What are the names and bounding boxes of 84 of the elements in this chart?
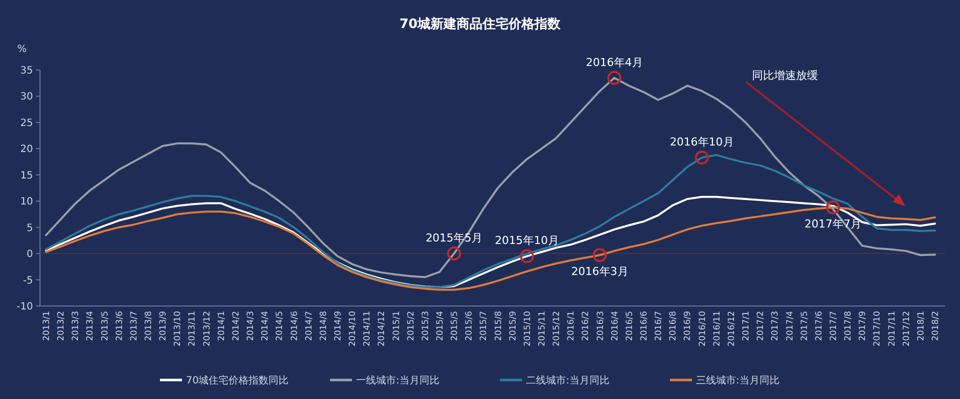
- x-tick-label: 2014/3: [246, 311, 256, 341]
- x-tick-label: 2016/5: [624, 311, 635, 341]
- x-tick-label: 2014/2: [231, 311, 242, 341]
- y-tick-label: 30: [20, 92, 33, 103]
- x-tick-label: 2018/2: [931, 311, 941, 341]
- annotation: 2016年10月: [670, 136, 734, 149]
- x-tick-label: 2014/8: [318, 311, 329, 341]
- legend-label: 70城住宅价格指数同比: [186, 374, 289, 386]
- y-tick-label: 35: [20, 66, 33, 76]
- x-tick-label: 2013/3: [71, 311, 82, 341]
- x-tick-label: 2015/12: [552, 311, 562, 346]
- x-tick-label: 2017/4: [785, 311, 796, 341]
- x-tick-label: 2014/10: [348, 311, 358, 346]
- x-tick-label: 2014/4: [260, 311, 271, 341]
- x-tick-label: 2017/12: [902, 311, 912, 346]
- x-tick-label: 2013/10: [173, 311, 184, 346]
- x-tick-label: 2015/5: [450, 311, 460, 341]
- x-tick-label: 2016/6: [640, 311, 650, 341]
- x-tick-label: 2017/6: [814, 311, 824, 341]
- x-tick-label: 2015/4: [435, 311, 446, 341]
- x-tick-label: 2013/9: [158, 311, 169, 341]
- x-tick-label: 2017/7: [828, 311, 839, 341]
- x-tick-label: 2017/5: [800, 311, 810, 341]
- x-tick-label: 2016/2: [581, 311, 592, 341]
- annotation: 2015年5月: [426, 232, 483, 245]
- x-tick-label: 2015/6: [464, 311, 475, 341]
- y-tick-label: 10: [20, 196, 33, 208]
- x-tick-label: 2016/1: [566, 311, 577, 341]
- x-tick-label: 2014/6: [290, 311, 300, 341]
- x-tick-label: 2017/11: [887, 311, 898, 346]
- x-tick-label: 2013/2: [56, 311, 67, 341]
- x-tick-label: 2016/8: [668, 311, 679, 341]
- x-tick-label: 2014/11: [362, 311, 373, 346]
- x-tick-label: 2015/11: [538, 311, 548, 346]
- x-tick-label: 2013/12: [202, 311, 212, 346]
- x-tick-label: 2014/9: [333, 311, 344, 341]
- y-tick-label: 20: [20, 144, 33, 156]
- x-tick-label: 2016/11: [712, 311, 722, 346]
- x-tick-label: 2016/9: [683, 311, 694, 341]
- x-tick-label: 2013/8: [144, 311, 154, 341]
- y-tick-label: 15: [20, 170, 33, 182]
- x-tick-label: 2015/3: [420, 311, 431, 341]
- x-tick-label: 2015/9: [508, 311, 518, 341]
- annotation: 同比增速放缓: [752, 69, 818, 82]
- x-tick-label: 2013/4: [86, 311, 96, 341]
- x-tick-label: 2013/1: [42, 311, 52, 341]
- annotation: 2016年4月: [586, 56, 643, 69]
- x-tick-label: 2013/11: [188, 311, 198, 346]
- annotation: 2015年10月: [494, 234, 559, 248]
- y-tick-label: -5: [23, 275, 33, 286]
- x-tick-label: 2017/9: [858, 311, 868, 341]
- x-tick-label: 2013/6: [114, 311, 125, 341]
- legend-label: 三线城市:当月同比: [696, 374, 780, 386]
- x-tick-label: 2017/2: [756, 311, 766, 341]
- y-tick-label: 0: [26, 249, 33, 260]
- x-tick-label: 2017/10: [872, 311, 883, 346]
- annotation: 2016年3月: [571, 265, 628, 278]
- y-tick-label: -10: [16, 302, 33, 312]
- x-tick-label: 2016/10: [698, 311, 708, 346]
- x-tick-label: 2014/1: [216, 311, 227, 341]
- x-tick-label: 2016/12: [726, 311, 737, 346]
- x-tick-label: 2017/8: [844, 311, 854, 341]
- chart-title: 70城新建商品住宅价格指数: [399, 16, 562, 32]
- x-tick-label: 2014/5: [275, 311, 286, 341]
- y-axis-title: %: [17, 44, 27, 55]
- x-tick-label: 2015/7: [479, 311, 490, 341]
- x-tick-label: 2015/8: [494, 311, 504, 341]
- legend-label: 二线城市:当月同比: [526, 374, 610, 386]
- y-tick-label: 5: [26, 222, 33, 234]
- x-tick-label: 2014/12: [377, 311, 388, 346]
- x-tick-label: 2016/3: [596, 311, 606, 341]
- x-tick-label: 2017/3: [770, 311, 781, 341]
- x-tick-label: 2013/5: [100, 311, 110, 341]
- x-tick-label: 2017/1: [742, 311, 752, 341]
- x-tick-label: 2015/1: [392, 311, 402, 341]
- x-tick-label: 2018/1: [916, 311, 926, 341]
- x-tick-label: 2015/10: [522, 311, 533, 346]
- x-tick-label: 2016/4: [610, 311, 620, 341]
- x-tick-label: 2015/2: [406, 311, 416, 341]
- x-tick-label: 2016/7: [654, 311, 664, 341]
- legend-label: 一线城市:当月同比: [356, 374, 440, 386]
- x-tick-label: 2014/7: [304, 311, 314, 341]
- x-tick-label: 2013/7: [129, 311, 140, 341]
- y-tick-label: 25: [20, 118, 33, 129]
